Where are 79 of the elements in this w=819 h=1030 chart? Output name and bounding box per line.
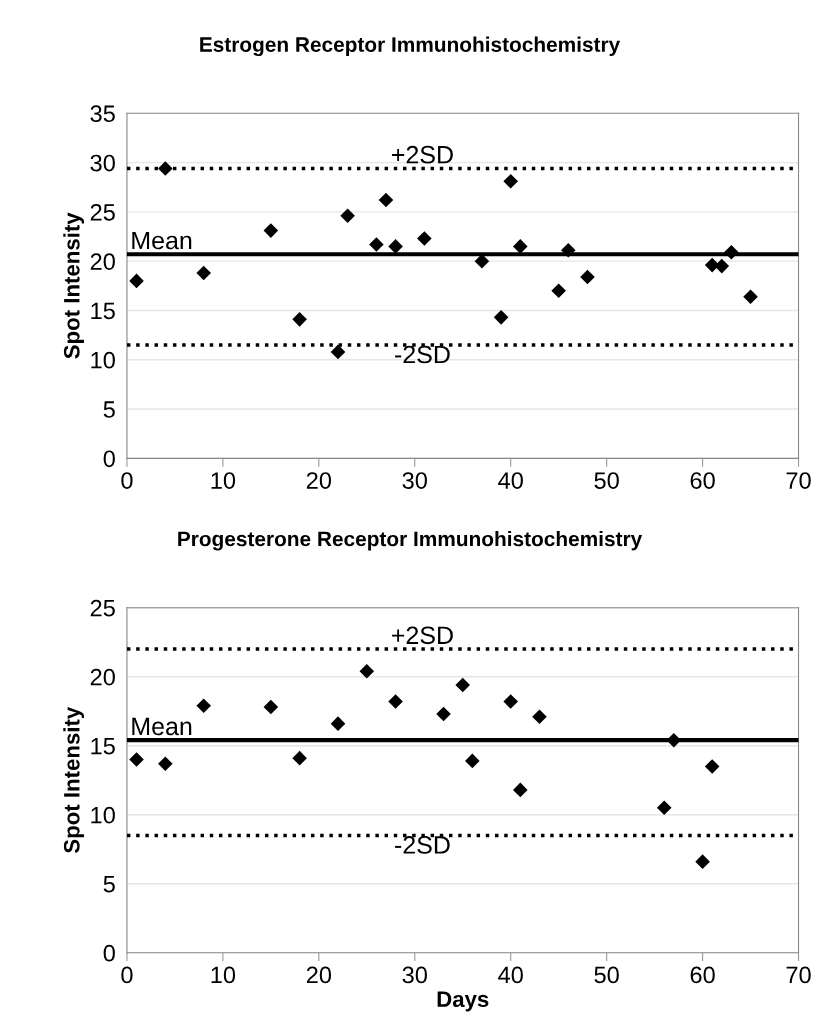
- y-tick-label: 15: [91, 738, 115, 755]
- point: [129, 752, 144, 767]
- x-tick-label: 20: [306, 472, 332, 489]
- point: [417, 231, 432, 246]
- point: [388, 239, 403, 254]
- point: [743, 289, 758, 304]
- y-tick-label: 35: [90, 105, 115, 123]
- ref-line-label: Mean: [132, 717, 192, 736]
- x-tick-label: 30: [402, 472, 427, 489]
- y-tick-label: 5: [103, 401, 115, 418]
- x-tick-label: 50: [594, 472, 619, 489]
- point: [158, 756, 173, 771]
- point: [503, 174, 518, 189]
- y-tick-label: 25: [90, 203, 115, 221]
- x-tick-label: 20: [306, 966, 332, 984]
- point: [292, 750, 307, 766]
- ref-line-label: Mean: [132, 231, 192, 250]
- y-tick-label: 25: [90, 599, 115, 617]
- point: [724, 245, 739, 260]
- point: [263, 223, 279, 238]
- chart-title: Progesterone Receptor Immunohistochemistry: [178, 530, 643, 551]
- point: [340, 208, 355, 224]
- y-tick-label: 20: [90, 668, 115, 686]
- point: [493, 310, 509, 325]
- y-tick-label: 20: [90, 253, 115, 270]
- ref-line-label: +2SD: [392, 145, 453, 164]
- point: [503, 694, 518, 709]
- y-tick-label: 5: [103, 876, 115, 893]
- point: [263, 699, 279, 715]
- point: [436, 706, 451, 722]
- point: [666, 732, 682, 748]
- point: [359, 663, 375, 679]
- x-axis-title: Days: [437, 991, 489, 1012]
- x-tick-label: 40: [498, 966, 523, 984]
- point: [330, 344, 346, 360]
- point: [513, 239, 528, 254]
- point: [532, 709, 547, 725]
- point: [330, 716, 346, 731]
- point: [158, 161, 173, 176]
- point: [551, 283, 566, 299]
- y-tick-label: 15: [91, 302, 115, 320]
- x-tick-label: 10: [211, 966, 236, 984]
- x-tick-label: 30: [402, 966, 427, 984]
- point: [714, 258, 730, 274]
- x-tick-label: 70: [786, 966, 811, 984]
- y-axis-title: Spot Intensity: [63, 212, 85, 359]
- point: [369, 237, 384, 252]
- x-tick-label: 50: [594, 966, 619, 984]
- ref-line-label: +2SD: [392, 626, 453, 645]
- x-tick-label: 60: [690, 472, 715, 489]
- y-axis-title: Spot Intensity: [63, 706, 85, 854]
- x-tick-label: 70: [786, 472, 811, 489]
- point: [455, 677, 471, 693]
- y-tick-label: 0: [103, 450, 115, 468]
- point: [129, 273, 144, 289]
- point: [656, 800, 672, 816]
- y-tick-label: 0: [103, 944, 115, 962]
- y-tick-label: 10: [91, 806, 115, 824]
- ref-line-label: -2SD: [395, 836, 450, 854]
- point: [378, 192, 394, 208]
- point: [704, 759, 720, 774]
- y-tick-label: 30: [90, 154, 115, 172]
- point: [513, 782, 528, 798]
- x-tick-label: 0: [121, 966, 133, 984]
- point: [292, 312, 307, 327]
- point: [196, 698, 211, 713]
- y-tick-label: 10: [91, 351, 115, 369]
- x-tick-label: 10: [211, 472, 236, 489]
- x-tick-label: 40: [498, 472, 523, 489]
- x-tick-label: 0: [121, 472, 133, 489]
- point: [388, 694, 403, 709]
- point: [580, 269, 595, 285]
- point: [695, 854, 710, 869]
- x-tick-label: 60: [690, 966, 715, 984]
- chart-title: Estrogen Receptor Immunohistochemistry: [200, 36, 621, 57]
- point: [560, 243, 576, 258]
- ref-line-label: -2SD: [395, 345, 450, 364]
- point: [196, 265, 211, 281]
- point: [465, 753, 480, 769]
